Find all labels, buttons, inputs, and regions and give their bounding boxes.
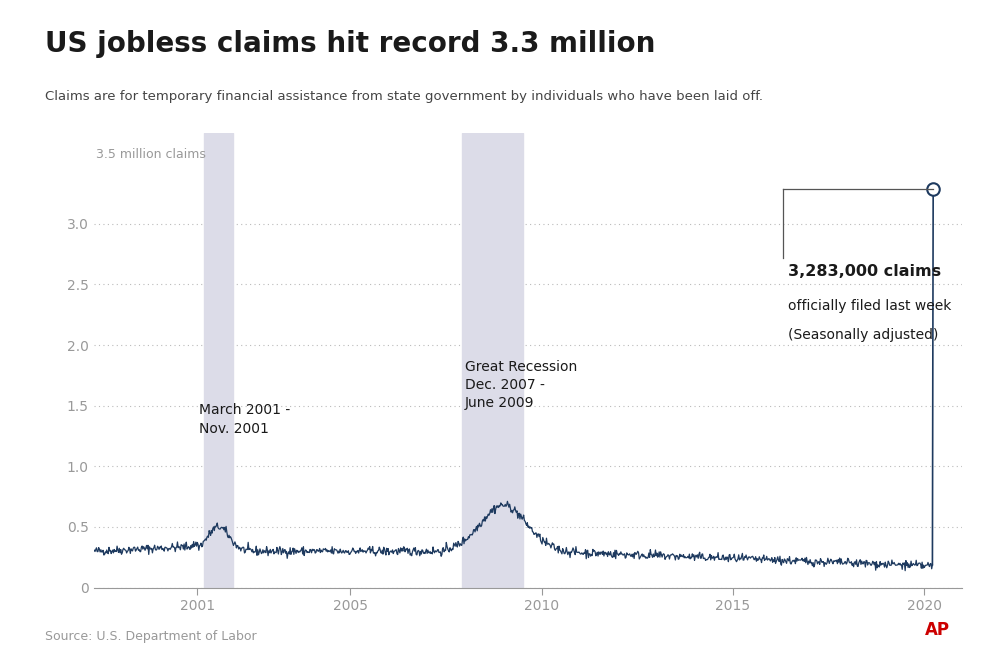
Bar	[204, 133, 233, 588]
Text: Great Recession
Dec. 2007 -
June 2009: Great Recession Dec. 2007 - June 2009	[465, 360, 577, 410]
Text: Claims are for temporary financial assistance from state government by individua: Claims are for temporary financial assis…	[45, 90, 763, 103]
Text: officially filed last week: officially filed last week	[789, 299, 951, 313]
Text: Source: U.S. Department of Labor: Source: U.S. Department of Labor	[45, 629, 256, 643]
Bar	[462, 133, 523, 588]
Text: March 2001 -
Nov. 2001: March 2001 - Nov. 2001	[199, 403, 291, 436]
Text: AP: AP	[926, 621, 950, 639]
Text: US jobless claims hit record 3.3 million: US jobless claims hit record 3.3 million	[45, 30, 655, 58]
Text: 3.5 million claims: 3.5 million claims	[96, 147, 206, 161]
Text: 3,283,000 claims: 3,283,000 claims	[789, 264, 941, 279]
Text: (Seasonally adjusted): (Seasonally adjusted)	[789, 328, 938, 342]
